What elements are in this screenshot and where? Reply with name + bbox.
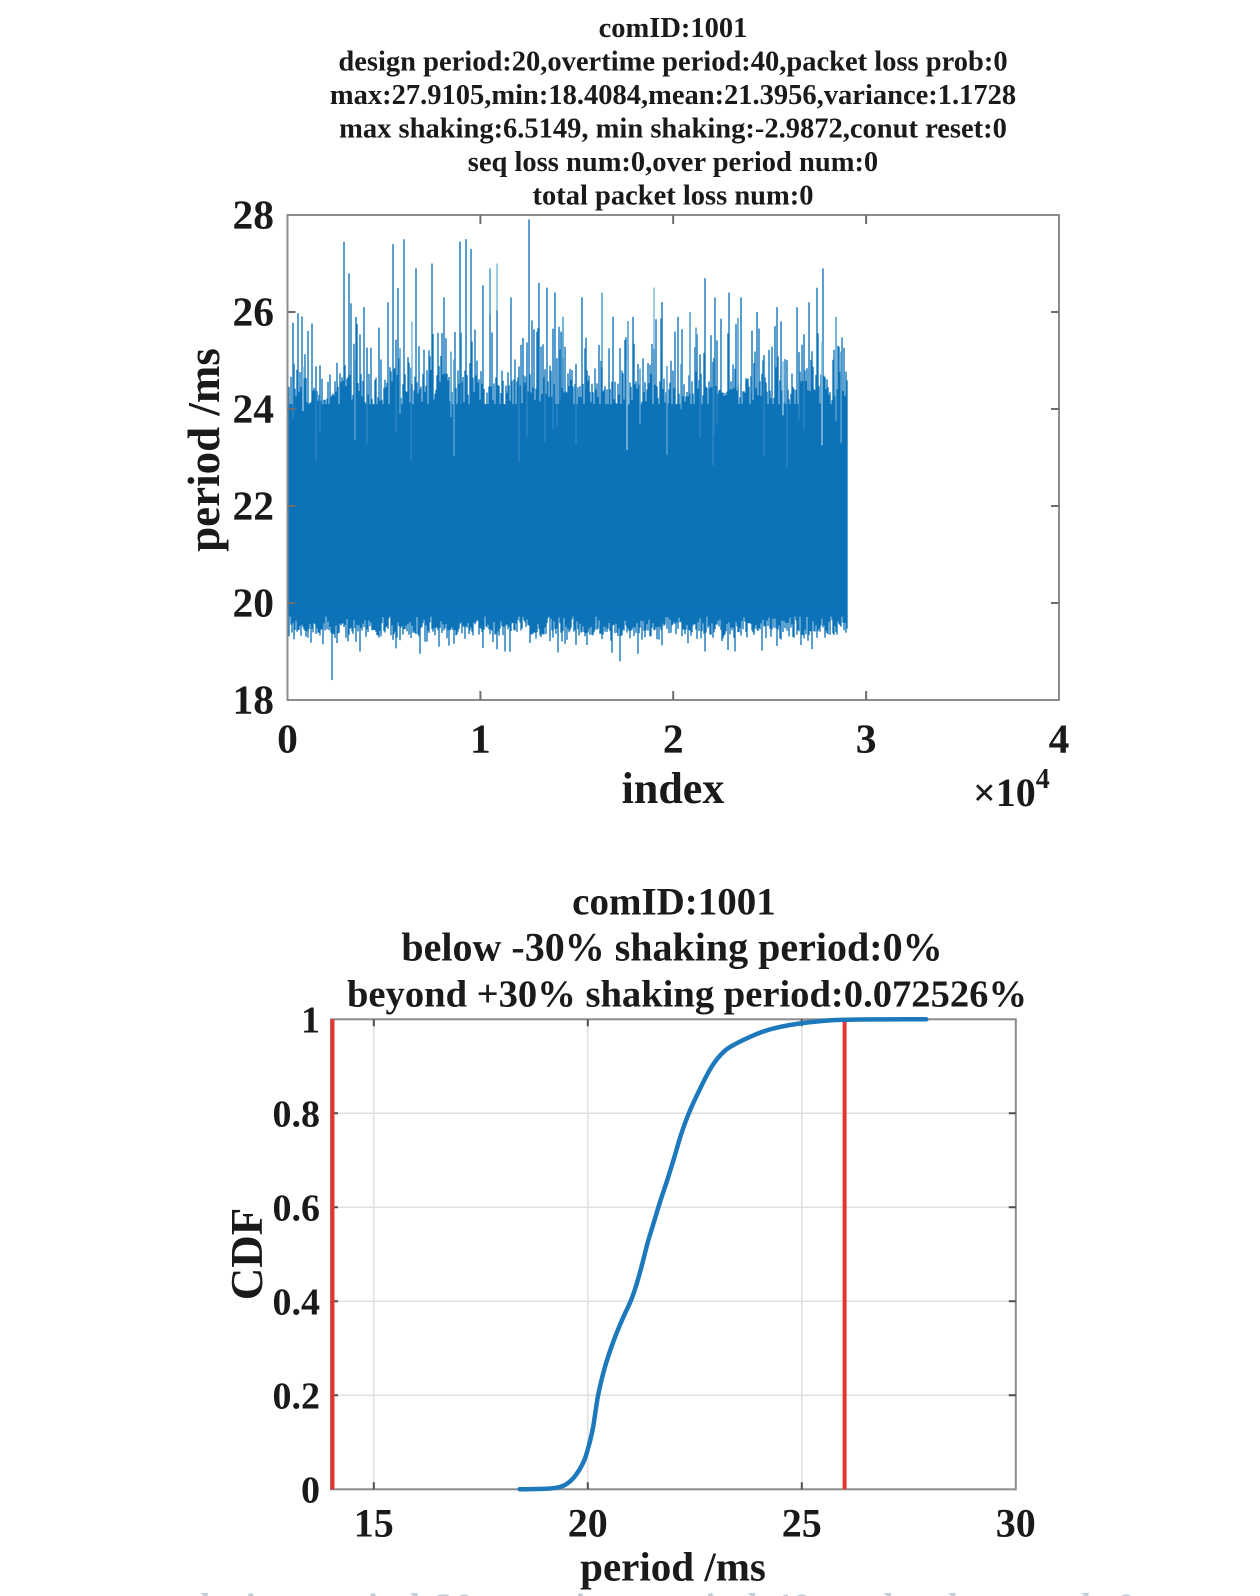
svg-text:26: 26 <box>233 289 275 335</box>
svg-text:×104: ×104 <box>973 764 1050 815</box>
svg-text:max shaking:6.5149, min shakin: max shaking:6.5149, min shaking:-2.9872,… <box>339 114 1007 145</box>
svg-text:22: 22 <box>233 483 275 529</box>
svg-text:index: index <box>622 764 725 813</box>
svg-text:comID:1001: comID:1001 <box>572 881 776 924</box>
svg-text:3: 3 <box>856 716 877 762</box>
svg-text:25: 25 <box>782 1501 822 1546</box>
svg-text:28: 28 <box>233 192 275 238</box>
svg-text:0.6: 0.6 <box>273 1187 321 1229</box>
svg-text:beyond +30% shaking period:0.0: beyond +30% shaking period:0.072526% <box>347 974 1027 1016</box>
svg-text:0.4: 0.4 <box>273 1281 321 1323</box>
svg-text:4: 4 <box>1049 716 1070 762</box>
svg-text:design period:20,overtime peri: design period:20,overtime period:40,pack… <box>190 1586 1135 1596</box>
svg-text:20: 20 <box>568 1501 608 1546</box>
svg-text:period /ms: period /ms <box>179 348 229 552</box>
svg-text:seq loss num:0,over period num: seq loss num:0,over period num:0 <box>468 147 878 178</box>
svg-text:max:27.9105,min:18.4084,mean:2: max:27.9105,min:18.4084,mean:21.3956,var… <box>330 80 1016 111</box>
svg-text:1: 1 <box>301 999 320 1041</box>
svg-text:0.2: 0.2 <box>273 1375 321 1417</box>
svg-text:below -30% shaking period:0%: below -30% shaking period:0% <box>401 925 942 970</box>
svg-text:0: 0 <box>277 716 298 762</box>
svg-text:design period:20,overtime peri: design period:20,overtime period:40,pack… <box>338 47 1007 78</box>
svg-text:period /ms: period /ms <box>580 1544 766 1590</box>
svg-text:18: 18 <box>233 677 275 723</box>
svg-text:0: 0 <box>301 1469 320 1511</box>
svg-text:20: 20 <box>233 580 275 626</box>
svg-text:1: 1 <box>470 716 491 762</box>
svg-text:0.8: 0.8 <box>273 1093 321 1135</box>
svg-text:comID:1001: comID:1001 <box>599 13 748 44</box>
svg-text:CDF: CDF <box>222 1208 272 1300</box>
svg-text:24: 24 <box>233 386 275 432</box>
svg-text:total packet loss num:0: total packet loss num:0 <box>532 181 813 212</box>
svg-text:2: 2 <box>663 716 684 762</box>
svg-text:15: 15 <box>354 1501 394 1546</box>
svg-text:30: 30 <box>996 1501 1036 1546</box>
